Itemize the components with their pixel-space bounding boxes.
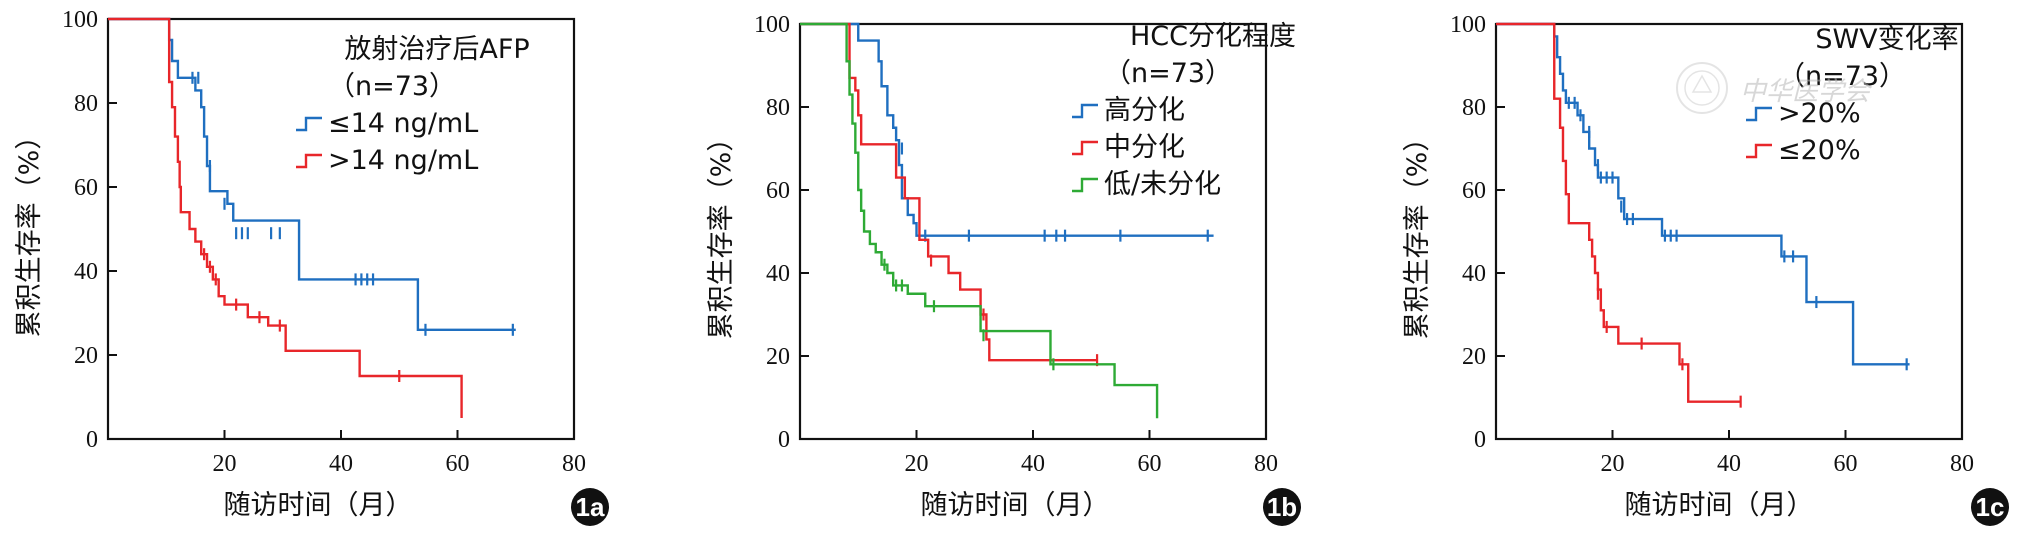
survival-panel-1a: 0 20 40 60 80 100 20 40 60 80 随访时间（月） 累积生存率（%） 放射治疗后… — [14, 7, 609, 526]
panel-badge — [1263, 488, 1301, 526]
x-tick-label: 80 — [1950, 451, 1974, 477]
x-tick-label: 80 — [562, 451, 586, 477]
y-tick-label: 60 — [766, 178, 790, 204]
y-tick-label: 0 — [778, 427, 790, 453]
legend-entry: >20% — [1778, 98, 1861, 129]
legend-swatch — [296, 153, 322, 169]
y-tick-label: 40 — [74, 259, 98, 285]
legend-swatch — [1746, 143, 1772, 159]
legend-entry: ≤14 ng/mL — [328, 108, 478, 139]
x-tick-label: 20 — [905, 451, 929, 477]
x-tick-label: 80 — [1254, 451, 1278, 477]
x-tick-label: 20 — [213, 451, 237, 477]
x-axis-title: 随访时间（月） — [1625, 490, 1814, 521]
survival-curve — [108, 17, 463, 418]
panel-label: 1a — [576, 492, 605, 522]
legend-entry: 中分化 — [1104, 132, 1185, 163]
survival-panel-1c: 0 20 40 60 80 100 20 40 60 80 随访时间（月） 累积生存率（%） SWV变化… — [1402, 12, 2009, 526]
survival-curve — [1496, 22, 1741, 403]
legend-swatch — [1072, 103, 1098, 119]
survival-panel-1b: 0 20 40 60 80 100 20 40 60 80 随访时间（月） 累积生存率（%） HCC分化… — [706, 12, 1301, 526]
legend-title: SWV变化率 — [1815, 24, 1958, 55]
panel-label: 1c — [1976, 492, 2005, 522]
x-tick-label: 40 — [1717, 451, 1741, 477]
legend-title: （n=73） — [1104, 58, 1232, 89]
x-tick-label: 20 — [1601, 451, 1625, 477]
survival-curve — [800, 22, 1214, 237]
y-tick-label: 20 — [1462, 344, 1486, 370]
x-tick-label: 60 — [1834, 451, 1858, 477]
y-axis-title: 累积生存率（%） — [1402, 125, 1433, 340]
y-tick-label: 80 — [74, 91, 98, 117]
y-tick-label: 0 — [86, 427, 98, 453]
survival-curve — [800, 22, 1098, 362]
x-tick-label: 40 — [1021, 451, 1045, 477]
legend-title: （n=73） — [1778, 61, 1906, 92]
y-tick-label: 100 — [754, 12, 790, 38]
x-tick-label: 60 — [446, 451, 470, 477]
legend-swatch — [296, 116, 322, 132]
watermark-seal — [1676, 62, 1728, 114]
y-tick-label: 100 — [1450, 12, 1486, 38]
legend-entry: 低/未分化 — [1104, 169, 1221, 200]
panel-label: 1b — [1267, 492, 1297, 522]
legend-swatch — [1746, 106, 1772, 122]
survival-curve — [1496, 22, 1910, 366]
panel-badge — [571, 488, 609, 526]
y-tick-label: 0 — [1474, 427, 1486, 453]
y-tick-label: 100 — [62, 7, 98, 33]
y-tick-label: 60 — [1462, 178, 1486, 204]
y-tick-label: 20 — [74, 343, 98, 369]
y-axis-title: 累积生存率（%） — [706, 125, 737, 340]
legend-swatch — [1072, 177, 1098, 193]
watermark-text: 中华医学会 — [1740, 77, 1873, 107]
y-tick-label: 80 — [766, 95, 790, 121]
panel-badge — [1971, 488, 2009, 526]
legend-title: 放射治疗后AFP — [344, 34, 529, 65]
y-tick-label: 40 — [766, 261, 790, 287]
x-tick-label: 40 — [329, 451, 353, 477]
legend-title: HCC分化程度 — [1130, 21, 1296, 52]
y-tick-label: 40 — [1462, 261, 1486, 287]
x-axis-title: 随访时间（月） — [224, 490, 413, 521]
y-axis-title: 累积生存率（%） — [14, 123, 45, 338]
y-tick-label: 20 — [766, 344, 790, 370]
survival-curve — [108, 17, 516, 331]
legend-swatch — [1072, 140, 1098, 156]
legend-entry: 高分化 — [1104, 95, 1185, 126]
legend-entry: >14 ng/mL — [328, 145, 478, 176]
x-axis-title: 随访时间（月） — [921, 490, 1110, 521]
legend-title: （n=73） — [328, 71, 456, 102]
y-tick-label: 60 — [74, 175, 98, 201]
x-tick-label: 60 — [1138, 451, 1162, 477]
y-tick-label: 80 — [1462, 95, 1486, 121]
legend-entry: ≤20% — [1778, 135, 1861, 166]
